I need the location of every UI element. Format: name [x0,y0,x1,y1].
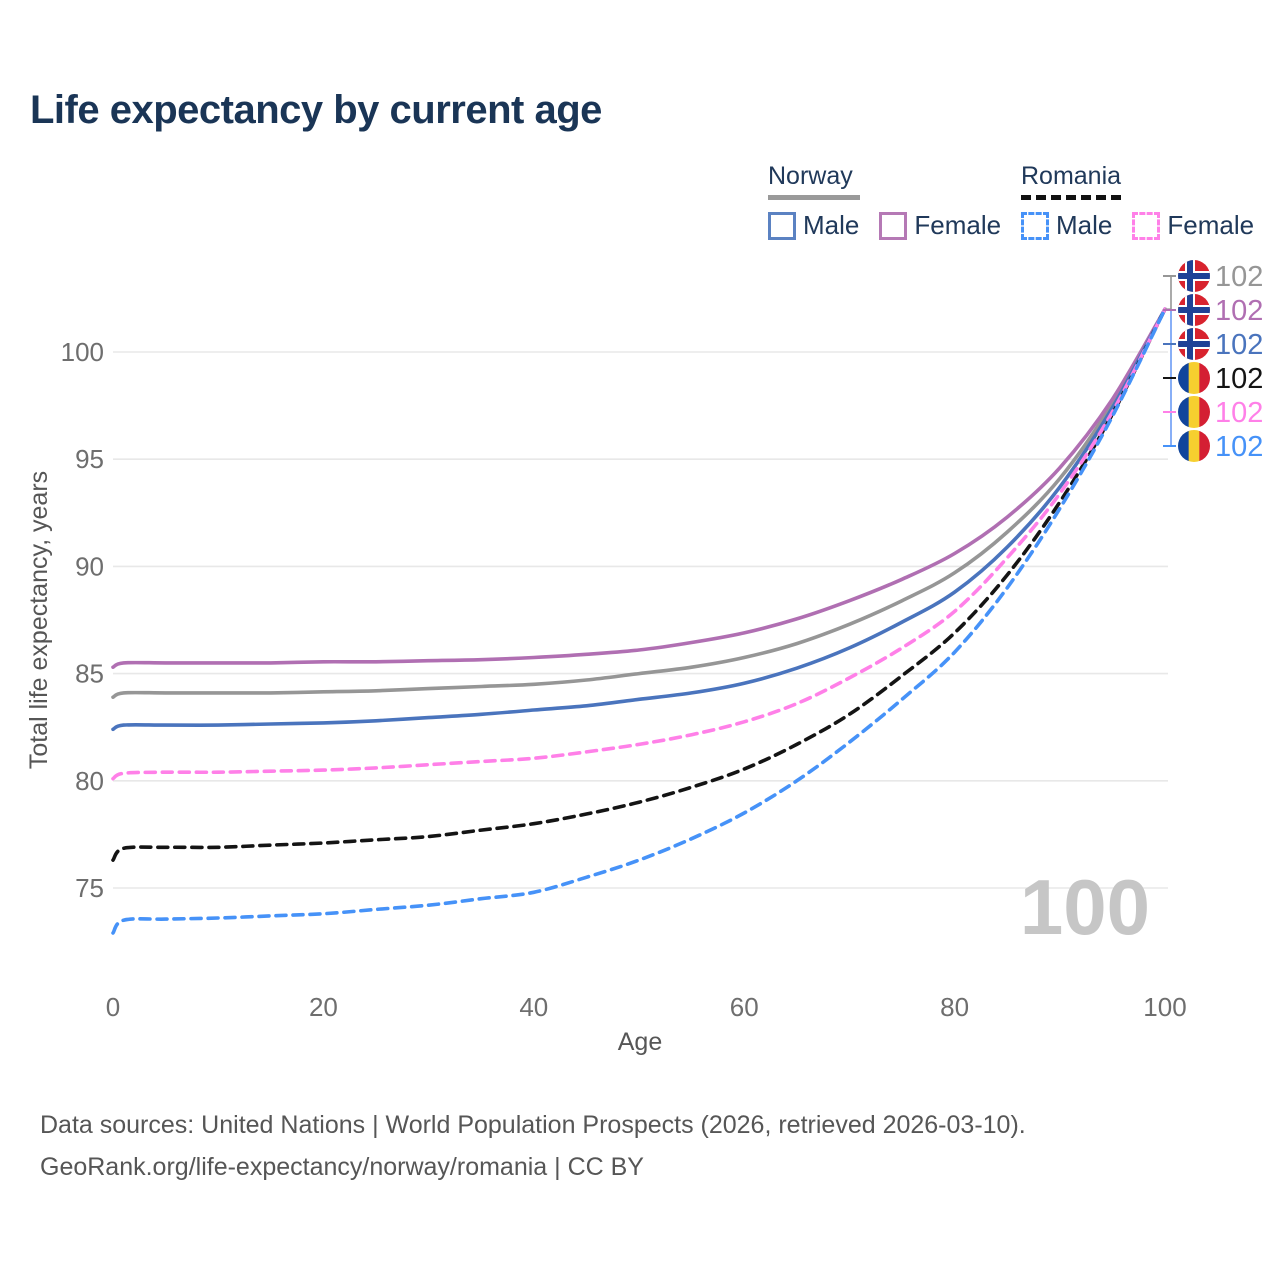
romania-dashed-line-swatch [1021,195,1121,200]
series-line-norway-female[interactable] [111,307,1167,669]
romania-flag-icon [1178,430,1210,462]
chart-title: Life expectancy by current age [30,88,602,132]
series-line-romania-male[interactable] [111,307,1167,935]
legend-label: Male [803,210,860,240]
norway-flag-icon [1178,328,1210,360]
end-value-label: 102 [1215,397,1263,429]
age-counter-watermark: 100 [1019,863,1150,951]
legend-label: Male [1056,210,1113,240]
x-tick-label: 80 [940,992,969,1022]
series-line-norway-both-sexes[interactable] [111,307,1167,699]
y-axis-title: Total life expectancy, years [25,471,53,769]
footer-source-line: Data sources: United Nations | World Pop… [40,1111,1026,1139]
y-tick-label: 80 [75,766,104,796]
leader-line [1165,276,1172,310]
legend-item-romania-male[interactable]: Male [1021,210,1112,241]
legend-item-romania-female[interactable]: Female [1132,210,1254,241]
x-tick-label: 0 [106,992,120,1022]
legend-group-norway: Norway Male Female [768,162,1021,241]
y-tick-label: 75 [75,873,104,903]
legend-group-romania: Romania Male Female [1021,162,1274,241]
romania-flag-icon [1178,396,1210,428]
romania-flag-icon [1178,362,1210,394]
end-value-label: 102 [1215,431,1263,463]
y-tick-label: 95 [75,444,104,474]
y-tick-label: 90 [75,551,104,581]
romania-female-swatch [1132,211,1161,240]
legend-country-norway: Norway [768,162,853,190]
norway-flag-icon [1178,294,1210,326]
series-line-norway-male[interactable] [111,307,1167,732]
x-tick-label: 60 [730,992,759,1022]
legend-item-norway-male[interactable]: Male [768,210,859,241]
end-value-label: 102 [1215,295,1263,327]
y-tick-label: 85 [75,659,104,689]
end-value-label: 102 [1215,363,1263,395]
legend-item-norway-female[interactable]: Female [879,210,1001,241]
series-line-romania-female[interactable] [111,307,1167,781]
norway-solid-line-swatch [768,195,860,200]
norway-male-swatch [768,211,796,240]
footer: Data sources: United Nations | World Pop… [40,1104,1026,1188]
legend-country-romania: Romania [1021,162,1122,190]
x-axis-title: Age [618,1028,662,1056]
legend-label: Female [1167,210,1255,240]
norway-flag-icon [1178,260,1210,292]
footer-url-line: GeoRank.org/life-expectancy/norway/roman… [40,1153,644,1181]
legend-label: Female [914,210,1002,240]
x-tick-label: 40 [519,992,548,1022]
end-value-label: 102 [1215,329,1263,361]
x-tick-label: 20 [309,992,338,1022]
end-value-label: 102 [1215,261,1263,293]
romania-male-swatch [1021,211,1049,240]
series-line-romania-both-sexes[interactable] [111,307,1167,862]
x-tick-label: 100 [1143,992,1186,1022]
norway-female-swatch [879,211,908,240]
y-tick-label: 100 [61,337,104,367]
